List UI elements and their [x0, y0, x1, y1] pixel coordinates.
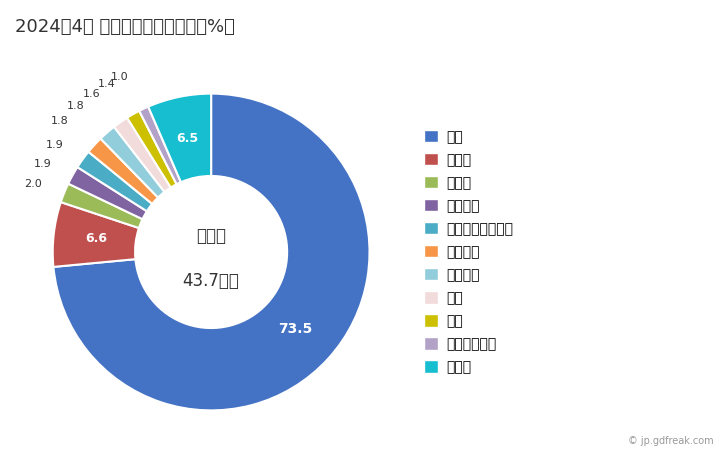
Wedge shape — [52, 202, 139, 267]
Text: 1.8: 1.8 — [51, 117, 68, 126]
Wedge shape — [127, 111, 177, 188]
Text: 6.5: 6.5 — [177, 132, 199, 145]
Text: 1.6: 1.6 — [83, 89, 100, 99]
Wedge shape — [100, 127, 165, 198]
Legend: 米国, チェコ, ドイツ, メキシコ, 南アフリカ共和国, イタリア, オランダ, 豪州, タイ, インドネシア, その他: 米国, チェコ, ドイツ, メキシコ, 南アフリカ共和国, イタリア, オランダ… — [424, 130, 513, 374]
Text: 1.9: 1.9 — [34, 159, 52, 169]
Wedge shape — [53, 94, 370, 410]
Wedge shape — [68, 167, 147, 219]
Text: 総　額: 総 額 — [196, 227, 226, 245]
Text: 1.9: 1.9 — [46, 140, 63, 150]
Text: © jp.gdfreak.com: © jp.gdfreak.com — [628, 436, 713, 446]
Text: 1.4: 1.4 — [98, 79, 116, 89]
Text: 43.7億円: 43.7億円 — [183, 271, 240, 289]
Wedge shape — [139, 107, 181, 184]
Wedge shape — [88, 139, 158, 204]
Text: 73.5: 73.5 — [278, 322, 312, 336]
Text: 1.8: 1.8 — [66, 101, 84, 111]
Text: 2024年4月 輸出相手国のシェア（%）: 2024年4月 輸出相手国のシェア（%） — [15, 18, 234, 36]
Text: 2.0: 2.0 — [25, 179, 42, 189]
Wedge shape — [60, 184, 143, 228]
Wedge shape — [149, 94, 211, 182]
Text: 1.0: 1.0 — [111, 72, 129, 82]
Wedge shape — [114, 118, 171, 192]
Text: 6.6: 6.6 — [85, 233, 107, 245]
Wedge shape — [77, 152, 152, 211]
